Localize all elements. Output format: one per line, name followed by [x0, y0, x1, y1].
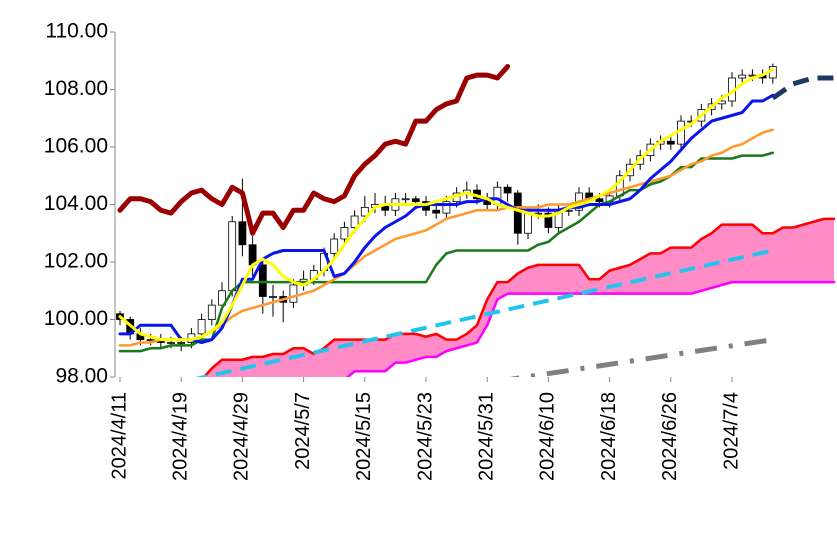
candle-body — [218, 290, 226, 306]
cloud-fill — [204, 218, 834, 377]
candle-body — [330, 238, 339, 254]
candle-body — [595, 198, 604, 203]
x-tick-label: 2024/6/18 — [598, 392, 620, 481]
candle-body — [442, 201, 451, 214]
indicator-line — [118, 151, 775, 353]
y-tick-label: 106.00 — [44, 135, 108, 158]
x-tick-label: 2024/7/4 — [720, 392, 742, 470]
span-b-line — [345, 280, 836, 377]
x-tick-label: 2024/5/31 — [475, 392, 497, 481]
span-a-line — [202, 217, 836, 377]
candle-body — [340, 227, 349, 240]
x-tick-label: 2024/6/26 — [659, 392, 681, 481]
x-tick-label: 2024/5/15 — [353, 392, 375, 481]
y-tick-label: 104.00 — [44, 192, 108, 215]
x-tick-label: 2024/5/23 — [414, 392, 436, 481]
y-tick-label: 98.00 — [55, 365, 108, 388]
candle-body — [258, 264, 267, 297]
candle-body — [197, 319, 206, 335]
candle-body — [524, 212, 532, 234]
candle-body — [350, 215, 359, 228]
candle-body — [411, 198, 420, 203]
candle-body — [207, 304, 216, 320]
candle-body — [146, 339, 155, 342]
x-tick-label: 2024/5/7 — [292, 392, 314, 470]
trend-line — [771, 75, 834, 101]
y-tick-label: 108.00 — [44, 77, 108, 100]
candle-body — [177, 342, 186, 344]
candle-body — [432, 209, 441, 214]
indicator-line — [118, 128, 775, 347]
candle-body — [503, 186, 512, 194]
candle-body — [401, 198, 410, 201]
candle-body — [228, 221, 237, 292]
candle-body — [289, 284, 298, 303]
y-tick-label: 110.00 — [45, 20, 108, 43]
candle-body — [167, 342, 175, 344]
x-tick-label: 2024/4/29 — [231, 392, 253, 481]
candle-body — [269, 296, 277, 298]
candle-body — [513, 192, 522, 234]
indicator-line — [118, 67, 775, 342]
plot-area — [116, 63, 836, 377]
candle-body — [666, 140, 675, 145]
candle-body — [238, 221, 247, 246]
x-tick-label: 2024/4/19 — [169, 392, 191, 481]
candle-body — [738, 74, 747, 79]
indicator-line — [117, 64, 511, 236]
x-tick-label: 2024/4/11 — [108, 392, 130, 480]
candle-body — [544, 212, 553, 228]
trend-line — [509, 337, 774, 377]
x-tick-label: 2024/6/10 — [537, 392, 559, 481]
y-tick-label: 100.00 — [44, 307, 108, 330]
candle-body — [360, 206, 369, 217]
y-tick-label: 102.00 — [44, 250, 108, 273]
